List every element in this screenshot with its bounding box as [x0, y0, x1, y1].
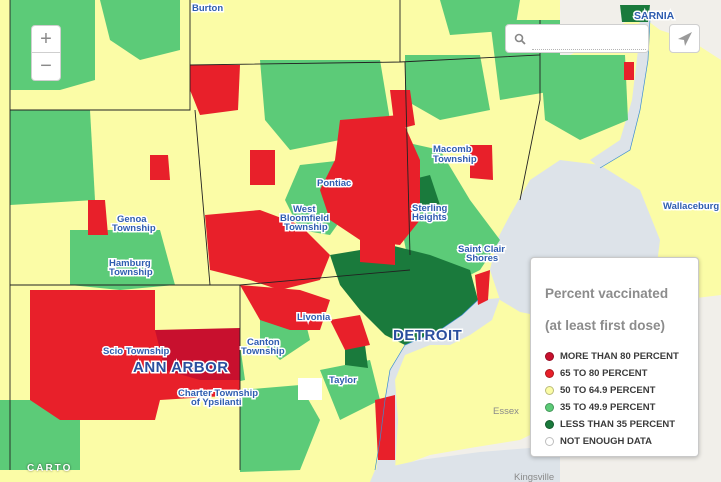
- city-label: Taylor: [329, 375, 357, 386]
- county-borders: [9, 0, 541, 470]
- legend-label: LESS THAN 35 PERCENT: [560, 419, 676, 430]
- city-label-ann-arbor: ANN ARBOR: [133, 359, 229, 376]
- legend-swatch: [545, 386, 554, 395]
- legend-label: 65 TO 80 PERCENT: [560, 368, 648, 379]
- legend-swatch: [545, 352, 554, 361]
- carto-attribution[interactable]: CARTO: [27, 463, 73, 474]
- city-label: Shores: [466, 253, 498, 264]
- city-label: SARNIA: [634, 10, 675, 22]
- vaccination-darkred-areas: [155, 328, 240, 380]
- detroit-river: [375, 298, 500, 482]
- search-box[interactable]: [505, 24, 649, 53]
- city-label: Bloomfield: [280, 213, 329, 224]
- navigation-arrow-icon: [678, 32, 692, 46]
- city-label: West: [293, 204, 316, 215]
- locate-button[interactable]: [669, 24, 700, 53]
- zoom-in-button[interactable]: +: [31, 25, 61, 53]
- legend-subtitle: (at least first dose): [545, 318, 666, 333]
- legend-label: MORE THAN 80 PERCENT: [560, 351, 679, 362]
- legend-swatch: [545, 403, 554, 412]
- city-label: Charter Township: [178, 388, 258, 399]
- legend-item: 65 TO 80 PERCENT: [545, 365, 698, 382]
- legend-swatch: [545, 437, 554, 446]
- city-label-detroit: DETROIT: [393, 327, 462, 344]
- city-label: Wallaceburg: [663, 201, 719, 212]
- vaccination-red-areas: [30, 62, 634, 460]
- map-legend: Percent vaccinated (at least first dose)…: [530, 257, 699, 457]
- legend-label: 35 TO 49.9 PERCENT: [560, 402, 656, 413]
- city-label: Heights: [412, 212, 447, 223]
- lake-erie: [370, 448, 560, 482]
- legend-label: 50 TO 64.9 PERCENT: [560, 385, 656, 396]
- city-label: Canton: [247, 337, 280, 348]
- legend-item: MORE THAN 80 PERCENT: [545, 348, 698, 365]
- legend-item: 35 TO 49.9 PERCENT: [545, 399, 698, 416]
- legend-item: LESS THAN 35 PERCENT: [545, 416, 698, 433]
- city-label: Scio Township: [103, 346, 170, 357]
- legend-swatch: [545, 420, 554, 429]
- legend-label: NOT ENOUGH DATA: [560, 436, 653, 447]
- city-label: Macomb: [433, 144, 472, 155]
- city-label: Saint Clair: [458, 244, 505, 255]
- search-input[interactable]: [532, 31, 646, 50]
- city-label: Township: [284, 222, 328, 233]
- city-label: Sterling: [412, 203, 448, 214]
- city-label: Pontiac: [317, 178, 351, 189]
- city-label: Genoa: [117, 214, 147, 225]
- legend-item: 50 TO 64.9 PERCENT: [545, 382, 698, 399]
- city-label: Hamburg: [109, 258, 151, 269]
- city-label: Township: [112, 223, 156, 234]
- legend-item: NOT ENOUGH DATA: [545, 433, 698, 450]
- zoom-out-button[interactable]: −: [31, 53, 61, 81]
- legend-swatch: [545, 369, 554, 378]
- city-label: Burton: [192, 3, 223, 14]
- city-label: Township: [241, 346, 285, 357]
- city-labels: Burton SARNIA Macomb Township Pontiac We…: [102, 2, 721, 482]
- city-label: Kingsville: [514, 472, 554, 482]
- city-label: of Ypsilanti: [191, 397, 242, 408]
- no-data-area: [298, 378, 322, 400]
- search-icon: [514, 32, 526, 50]
- city-label: Township: [433, 154, 477, 165]
- city-label: Township: [109, 267, 153, 278]
- city-label: Livonia: [297, 312, 331, 323]
- legend-list: MORE THAN 80 PERCENT 65 TO 80 PERCENT 50 T…: [545, 348, 698, 450]
- legend-title: Percent vaccinated: [545, 286, 669, 301]
- city-label: Essex: [493, 406, 519, 417]
